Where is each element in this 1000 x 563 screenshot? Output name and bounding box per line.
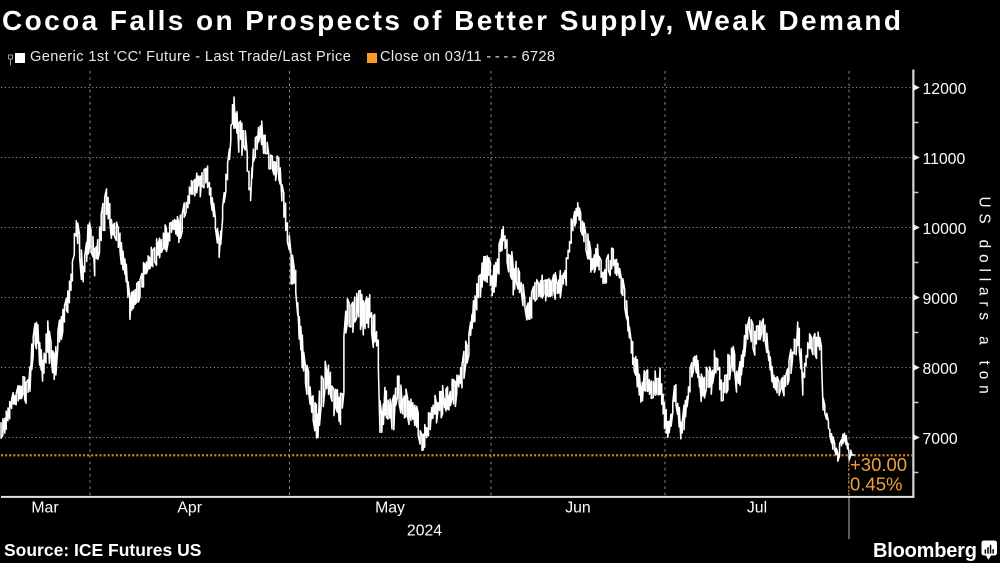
svg-text:+30.00: +30.00 xyxy=(850,454,907,475)
svg-text:8000: 8000 xyxy=(923,361,958,378)
svg-text:Jun: Jun xyxy=(565,500,590,517)
svg-text:Jul: Jul xyxy=(747,500,767,517)
svg-text:10000: 10000 xyxy=(923,221,967,238)
svg-text:9000: 9000 xyxy=(923,291,958,308)
svg-text:11000: 11000 xyxy=(923,151,966,168)
svg-text:7000: 7000 xyxy=(923,431,958,448)
svg-text:Apr: Apr xyxy=(177,500,202,517)
svg-text:US dollars a ton: US dollars a ton xyxy=(975,196,992,399)
svg-text:0.45%: 0.45% xyxy=(850,474,902,495)
svg-text:Mar: Mar xyxy=(31,500,58,517)
svg-text:May: May xyxy=(375,500,405,517)
svg-text:12000: 12000 xyxy=(923,81,967,98)
svg-text:2024: 2024 xyxy=(407,523,442,540)
